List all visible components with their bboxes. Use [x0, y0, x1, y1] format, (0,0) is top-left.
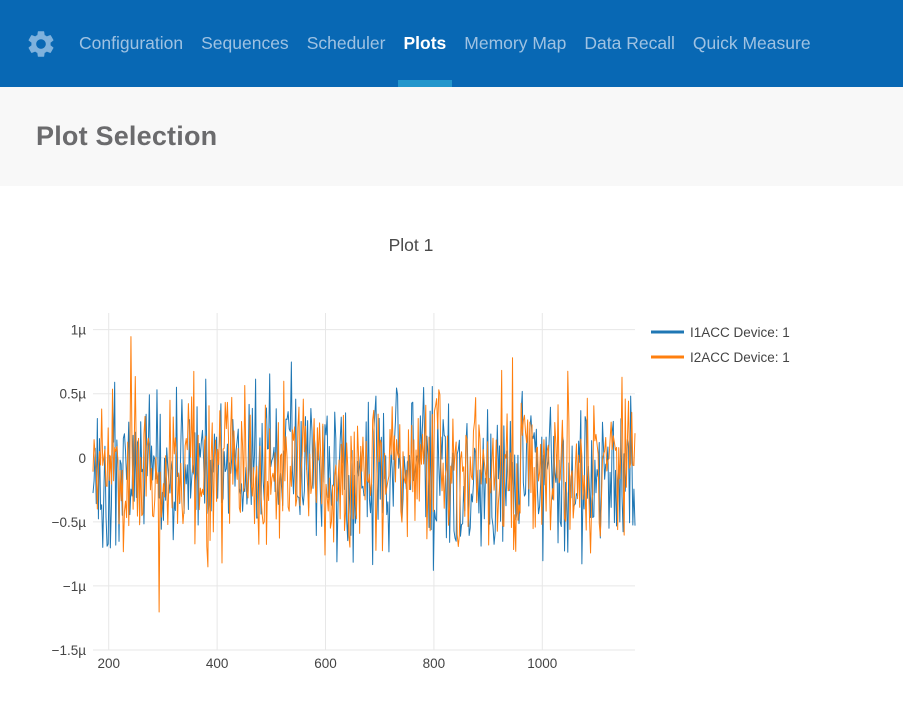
- nav-item-memory-map[interactable]: Memory Map: [464, 33, 567, 53]
- chart-plot-area: 200 400 600 800 1000 1µ 0.5µ 0 −0.5µ −1µ −1.5µ: [52, 313, 636, 671]
- nav-item-quick-measure[interactable]: Quick Measure: [692, 33, 811, 53]
- top-nav: Configuration Sequences Scheduler Plots …: [0, 0, 903, 87]
- y-tick-label: 1µ: [71, 323, 87, 338]
- y-tick-label: −0.5µ: [52, 515, 87, 530]
- x-tick-label: 400: [206, 656, 229, 671]
- x-tick-label: 1000: [527, 656, 557, 671]
- chart-area: Plot 1 200 400 600 800 1000 1µ 0.5µ 0 −0.5µ −1µ −1…: [0, 186, 903, 727]
- chart-title: Plot 1: [389, 235, 434, 255]
- nav-item-data-recall[interactable]: Data Recall: [584, 33, 675, 53]
- nav-item-configuration[interactable]: Configuration: [79, 33, 184, 53]
- legend-item-i1acc[interactable]: I1ACC Device: 1: [651, 325, 790, 340]
- legend-label-i2acc: I2ACC Device: 1: [690, 350, 790, 365]
- nav-item-sequences[interactable]: Sequences: [201, 33, 289, 53]
- nav-items: Configuration Sequences Scheduler Plots …: [70, 0, 820, 87]
- y-tick-label: −1.5µ: [52, 643, 87, 658]
- legend-label-i1acc: I1ACC Device: 1: [690, 325, 790, 340]
- x-tick-label: 200: [97, 656, 120, 671]
- y-tick-label: −1µ: [63, 579, 86, 594]
- gear-icon[interactable]: [24, 27, 58, 61]
- y-tick-label: 0: [78, 451, 86, 466]
- chart-legend: I1ACC Device: 1 I2ACC Device: 1: [651, 325, 790, 365]
- plot-canvas[interactable]: Plot 1 200 400 600 800 1000 1µ 0.5µ 0 −0.5µ −1µ −1…: [0, 186, 903, 727]
- nav-item-plots[interactable]: Plots: [395, 0, 456, 87]
- series-line-i1acc: [92, 361, 636, 571]
- legend-item-i2acc[interactable]: I2ACC Device: 1: [651, 350, 790, 365]
- page-header: Plot Selection: [0, 87, 903, 186]
- x-tick-label: 800: [423, 656, 446, 671]
- page-title: Plot Selection: [36, 121, 218, 151]
- nav-item-scheduler[interactable]: Scheduler: [306, 33, 386, 53]
- series-line-i2acc: [92, 336, 636, 613]
- y-tick-label: 0.5µ: [59, 387, 86, 402]
- x-tick-label: 600: [314, 656, 337, 671]
